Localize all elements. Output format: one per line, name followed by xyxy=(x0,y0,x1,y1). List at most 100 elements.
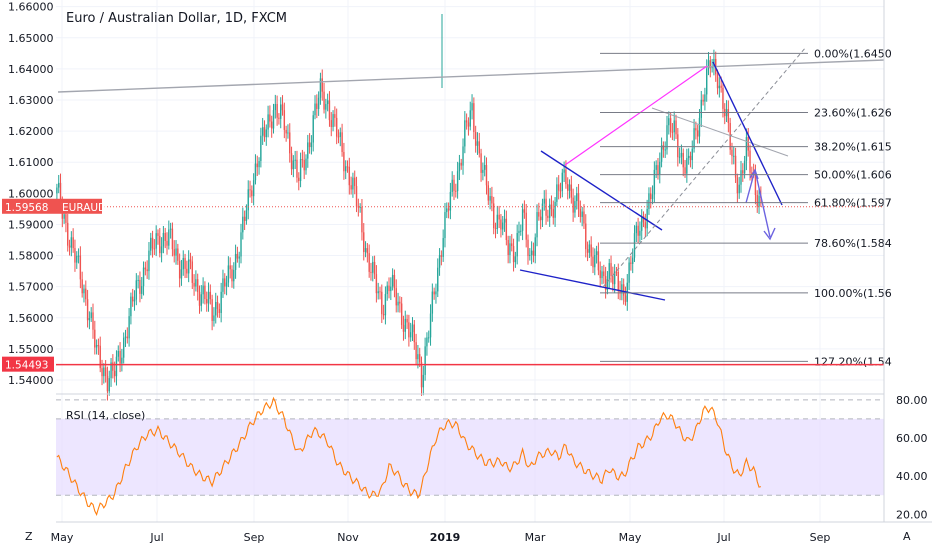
candle-body xyxy=(355,186,358,207)
wedge-lower-line[interactable] xyxy=(519,269,666,301)
candle-body xyxy=(307,142,309,159)
candle-body xyxy=(175,248,177,256)
candle-body xyxy=(447,208,450,211)
candle-body xyxy=(491,196,493,204)
candle-body xyxy=(231,269,233,282)
candle-body xyxy=(204,285,206,300)
candle-body xyxy=(523,209,526,213)
candle-body xyxy=(467,122,470,127)
candle-body xyxy=(446,208,448,213)
candle-body xyxy=(404,318,406,332)
upper-trendline[interactable] xyxy=(57,59,885,93)
candle-body xyxy=(366,248,369,254)
candle-body xyxy=(514,256,517,263)
candle-body xyxy=(496,214,499,229)
candle-body xyxy=(673,120,675,133)
candle-body xyxy=(628,262,630,283)
candle-body xyxy=(736,177,739,194)
fibonacci-retracement[interactable]: 0.00%(1.6450 23.60%(1.626 38.20%(1.615 50.0… xyxy=(600,47,892,368)
candle-body xyxy=(682,152,684,168)
candle-body xyxy=(67,222,69,246)
candle-body xyxy=(666,125,668,150)
log-scale-button[interactable]: Z xyxy=(25,530,33,543)
candle-body xyxy=(142,267,145,287)
candle-body xyxy=(260,135,262,162)
candle-body xyxy=(164,232,166,241)
drawing-tools[interactable] xyxy=(57,46,885,301)
candle-body xyxy=(106,375,109,392)
candle-body xyxy=(704,94,706,102)
candle-body xyxy=(124,336,127,338)
candle-body xyxy=(698,117,701,137)
candle-body xyxy=(449,191,452,211)
candle-body xyxy=(660,145,663,162)
candle-body xyxy=(648,193,650,209)
candle-body xyxy=(422,374,425,388)
candle-body xyxy=(689,155,692,161)
candle-body xyxy=(153,248,156,250)
candle-body xyxy=(162,232,165,247)
candle-body xyxy=(314,103,316,116)
price-axis[interactable]: 1.66000 1.65000 1.64000 1.63000 1.62000 1.610… xyxy=(8,1,54,387)
rsi-tick-label: 40.00 xyxy=(896,470,928,483)
candle-body xyxy=(339,132,341,137)
candle-body xyxy=(326,100,329,105)
falling-grey-line[interactable] xyxy=(651,107,789,157)
candle-body xyxy=(184,257,186,269)
candle-body xyxy=(482,169,484,173)
candle-body xyxy=(556,184,558,202)
candle-body xyxy=(675,120,677,135)
rising-magenta-line[interactable] xyxy=(564,65,708,166)
candle-body xyxy=(655,165,657,170)
rsi-axis[interactable]: 80.00 60.00 40.00 20.00 xyxy=(896,394,928,521)
projection-up-line[interactable] xyxy=(745,169,756,204)
candle-body xyxy=(742,170,744,174)
projection-down-line[interactable] xyxy=(754,169,771,238)
candle-body xyxy=(70,237,73,248)
candle-body xyxy=(509,243,511,256)
auto-scale-button[interactable]: A xyxy=(903,530,911,543)
candle-body xyxy=(431,291,434,314)
candle-body xyxy=(545,198,547,216)
support-price-tag: 1.54493 xyxy=(2,356,54,372)
candle-body xyxy=(680,152,683,157)
candle-body xyxy=(341,132,343,153)
candle-body xyxy=(224,278,226,287)
candle-body xyxy=(319,78,322,98)
wedge-upper-line[interactable] xyxy=(540,150,663,231)
candle-body xyxy=(274,104,277,111)
candle-body xyxy=(603,271,605,277)
y-tick-label: 1.65000 xyxy=(8,32,54,45)
candle-body xyxy=(720,85,722,88)
candle-body xyxy=(321,78,323,92)
descending-blue-line[interactable] xyxy=(712,61,783,206)
candle-body xyxy=(276,104,278,118)
rsi-tick-label: 60.00 xyxy=(896,432,928,445)
x-tick-label: May xyxy=(51,531,74,544)
candle-body xyxy=(113,370,116,377)
candle-body xyxy=(458,162,461,172)
fib-trend-dashed[interactable] xyxy=(602,46,807,288)
candle-body xyxy=(229,265,231,270)
candle-body xyxy=(505,218,508,241)
support-price-label: 1.54493 xyxy=(5,360,48,372)
candle-body xyxy=(234,253,237,270)
candle-body xyxy=(379,291,381,293)
candle-body xyxy=(141,286,143,294)
candle-body xyxy=(370,271,372,273)
time-axis[interactable]: May Jul Sep Nov 2019 Mar May Jul Sep xyxy=(51,531,831,544)
candle-body xyxy=(469,110,471,127)
candle-body xyxy=(312,115,314,143)
candle-body xyxy=(561,172,564,191)
candle-body xyxy=(740,170,742,185)
candle-body xyxy=(574,201,576,213)
candle-body xyxy=(507,240,509,256)
candle-body xyxy=(211,299,213,321)
candle-body xyxy=(220,291,222,314)
candle-body xyxy=(316,103,318,109)
candle-body xyxy=(406,318,408,323)
candle-body xyxy=(249,189,251,191)
candle-body xyxy=(644,222,647,229)
